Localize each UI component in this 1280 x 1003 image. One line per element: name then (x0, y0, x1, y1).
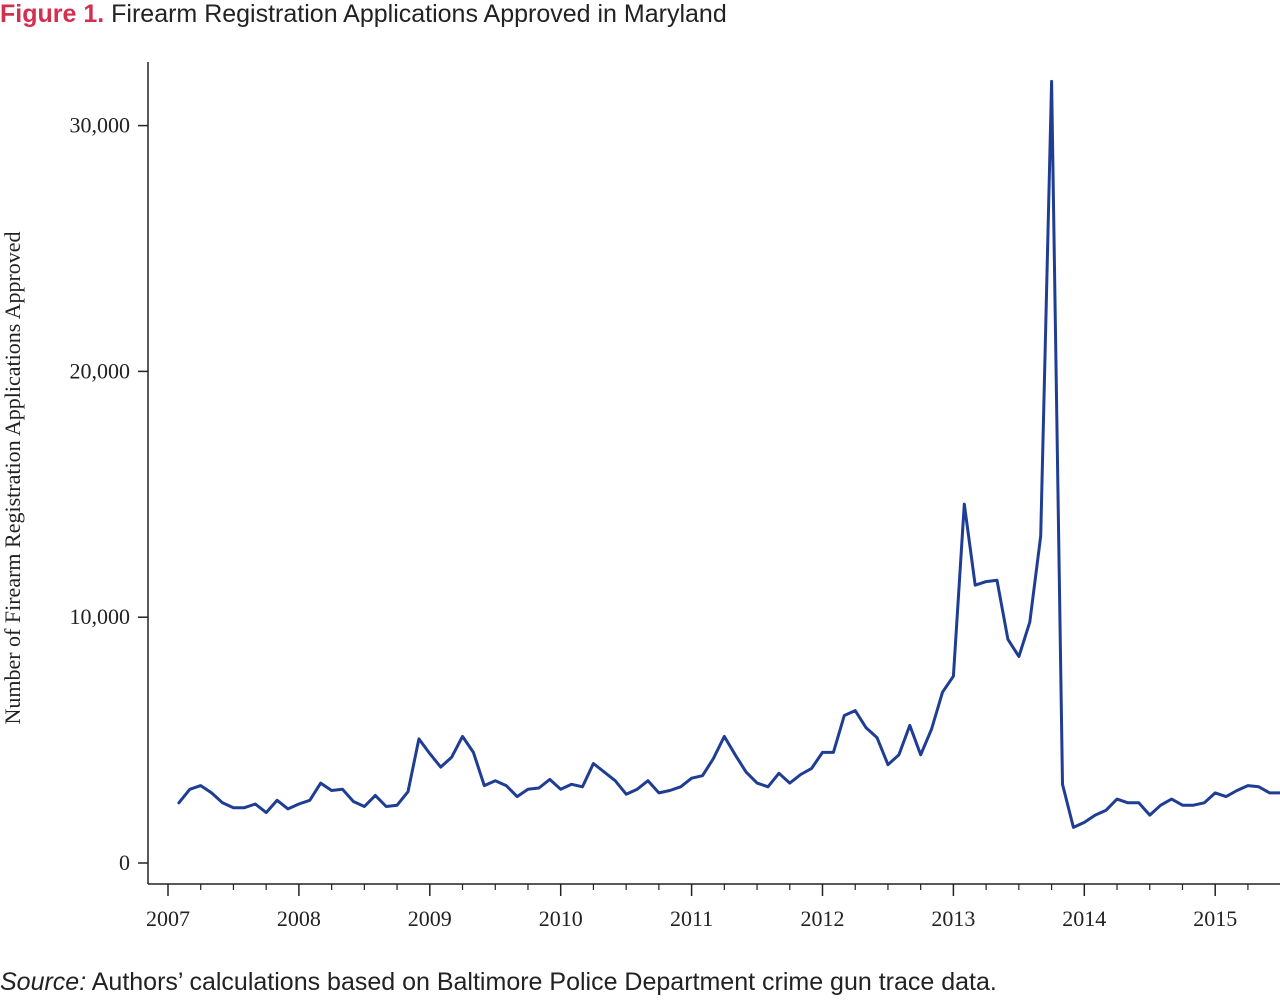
x-tick-label: 2010 (539, 906, 583, 931)
series-line (177, 79, 1280, 829)
x-tick-label: 2014 (1062, 906, 1106, 931)
y-axis-label: Number of Firearm Registration Applicati… (0, 231, 25, 724)
source-note: Source: Authors’ calculations based on B… (0, 968, 997, 997)
figure-title: Figure 1. Firearm Registration Applicati… (0, 0, 727, 29)
y-tick-label: 20,000 (70, 358, 131, 383)
x-tick-label: 2013 (931, 906, 975, 931)
x-tick-label: 2015 (1193, 906, 1237, 931)
x-tick-label: 2012 (801, 906, 845, 931)
source-text: Authors’ calculations based on Baltimore… (86, 968, 997, 996)
figure-title-text: Firearm Registration Applications Approv… (111, 0, 727, 28)
x-tick-label: 2011 (670, 906, 713, 931)
y-tick-label: 10,000 (70, 604, 131, 629)
y-tick-label: 30,000 (70, 113, 131, 138)
figure-label: Figure 1. (0, 0, 105, 28)
source-label: Source: (0, 968, 87, 996)
y-tick-label: 0 (119, 850, 130, 875)
x-tick-label: 2008 (277, 906, 321, 931)
x-tick-label: 2007 (146, 906, 190, 931)
x-tick-label: 2009 (408, 906, 452, 931)
